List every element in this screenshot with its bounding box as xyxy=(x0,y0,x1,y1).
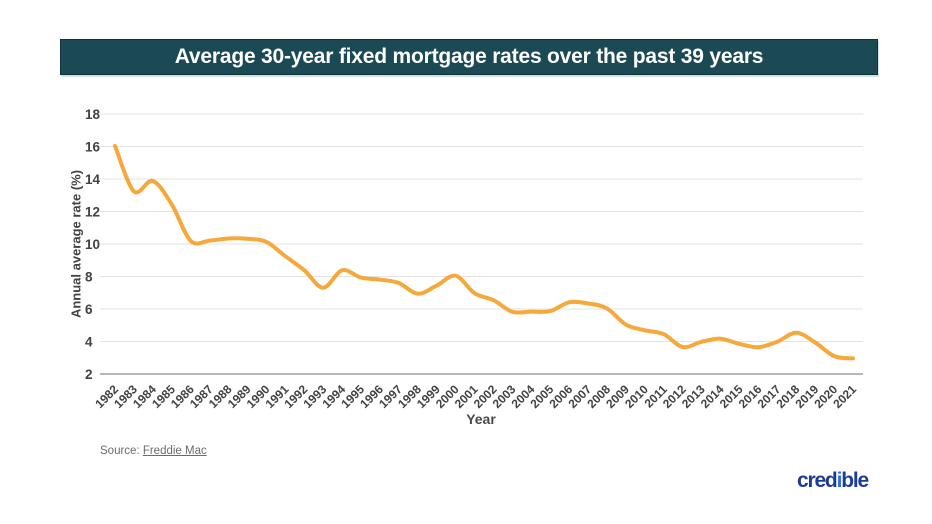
y-axis-title: Annual average rate (%) xyxy=(68,169,84,319)
y-tick-label: 18 xyxy=(85,107,101,122)
x-tick-label: 2021 xyxy=(830,382,859,411)
logo-part-3: ble xyxy=(841,469,869,492)
chart-title: Average 30-year fixed mortgage rates ove… xyxy=(174,45,764,68)
chart-title-banner: Average 30-year fixed mortgage rates ove… xyxy=(60,39,878,75)
source-link[interactable]: Freddie Mac xyxy=(142,445,207,457)
y-tick-label: 2 xyxy=(85,367,93,382)
source-attribution: Source: Freddie Mac xyxy=(100,445,207,457)
credible-logo: credible xyxy=(797,469,869,493)
y-tick-label: 4 xyxy=(85,335,93,350)
y-tick-label: 16 xyxy=(85,140,101,155)
y-tick-label: 14 xyxy=(85,172,101,187)
rate-line xyxy=(113,143,855,361)
logo-part-1: cred xyxy=(797,469,838,492)
source-prefix: Source: xyxy=(100,445,143,457)
y-tick-label: 10 xyxy=(85,237,100,252)
x-axis-title: Year xyxy=(466,411,496,427)
y-tick-label: 6 xyxy=(85,302,93,317)
y-tick-label: 12 xyxy=(85,205,100,220)
y-tick-label: 8 xyxy=(85,270,93,285)
logo-part-2: i xyxy=(836,469,843,492)
